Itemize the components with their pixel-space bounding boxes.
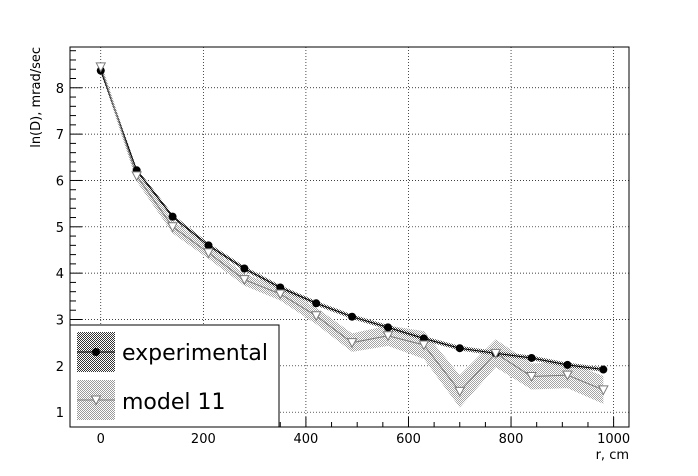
data-point-experimental (168, 212, 177, 221)
y-tick-label: 6 (56, 174, 64, 189)
data-point-model-11 (598, 385, 609, 396)
data-point-model-11 (239, 275, 250, 286)
data-point-experimental (312, 299, 321, 308)
y-tick-label: 2 (56, 360, 64, 375)
grid (70, 47, 629, 427)
x-tick-label: 0 (97, 432, 105, 447)
data-point-model-11 (346, 338, 358, 349)
data-point-model-11 (382, 331, 394, 342)
data-point-experimental (240, 264, 249, 273)
y-tick-label: 3 (56, 313, 64, 328)
x-axis-label: r, cm (596, 448, 629, 463)
data-point-model-11 (562, 370, 573, 381)
legend-marker-model-11 (90, 395, 102, 406)
data-point-experimental (455, 344, 464, 353)
data-point-model-11 (95, 62, 107, 73)
legend-marker-experimental (92, 348, 100, 356)
x-tick-label: 800 (499, 432, 524, 447)
data-point-model-11 (454, 386, 466, 397)
y-tick-label: 8 (56, 82, 64, 97)
data-point-experimental (527, 353, 536, 362)
x-tick-label: 200 (191, 432, 216, 447)
data-point-experimental (383, 323, 392, 332)
x-tick-label: 600 (396, 432, 421, 447)
y-tick-label: 4 (56, 267, 64, 282)
y-tick-label: 7 (56, 128, 64, 143)
data-point-model-11 (131, 171, 143, 182)
data-point-experimental (348, 312, 357, 321)
plot-border (69, 46, 630, 428)
x-tick-label: 400 (293, 432, 318, 447)
series-markers (95, 62, 609, 397)
data-point-model-11 (310, 311, 322, 322)
legend-label-model-11: model 11 (122, 390, 226, 415)
data-point-model-11 (203, 248, 214, 259)
data-point-experimental (563, 360, 572, 369)
data-point-model-11 (274, 289, 286, 300)
legend-label-experimental: experimental (122, 341, 268, 366)
data-point-model-11 (490, 348, 501, 359)
x-tick-label: 1000 (597, 432, 630, 447)
data-point-model-11 (526, 371, 537, 383)
legend: experimental model 11 (69, 324, 280, 428)
y-axis-label: ln(D), mrad/sec (29, 47, 44, 148)
y-tick-label: 5 (56, 221, 64, 236)
y-tick-label: 1 (56, 406, 64, 421)
data-point-experimental (204, 241, 213, 250)
data-point-model-11 (418, 340, 430, 351)
data-point-model-11 (167, 222, 178, 233)
data-point-experimental (599, 365, 608, 374)
